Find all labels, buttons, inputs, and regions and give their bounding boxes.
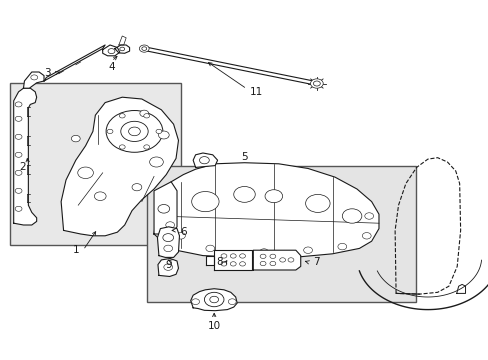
Circle shape [71,135,80,142]
Circle shape [143,145,149,149]
Circle shape [165,222,174,228]
Circle shape [269,261,275,266]
Circle shape [15,152,22,157]
Circle shape [120,47,124,51]
Circle shape [176,233,185,239]
Circle shape [15,206,22,211]
Circle shape [342,209,361,223]
Circle shape [15,170,22,175]
Circle shape [121,121,148,141]
Polygon shape [190,289,237,311]
Text: 8: 8 [216,257,223,267]
Circle shape [199,157,209,164]
Circle shape [305,194,329,212]
Polygon shape [102,45,120,56]
Circle shape [15,102,22,107]
Circle shape [15,134,22,139]
Polygon shape [14,88,37,225]
Text: 11: 11 [249,87,263,97]
Circle shape [78,167,93,179]
Circle shape [106,111,163,152]
Circle shape [239,262,245,266]
Text: 6: 6 [180,227,186,237]
Circle shape [264,190,282,203]
Text: 5: 5 [241,152,247,162]
Circle shape [149,157,163,167]
Polygon shape [456,284,465,293]
Text: 9: 9 [165,260,172,270]
Polygon shape [119,36,126,45]
Circle shape [269,254,275,258]
Polygon shape [154,182,177,234]
Bar [146,166,415,302]
Circle shape [279,258,285,262]
Circle shape [94,192,106,201]
Circle shape [191,299,199,305]
Circle shape [260,254,265,258]
Circle shape [230,262,236,266]
Polygon shape [157,227,179,257]
Polygon shape [193,153,217,167]
Text: 1: 1 [72,245,79,255]
Circle shape [143,114,149,118]
Circle shape [209,296,218,303]
Polygon shape [61,97,178,236]
Polygon shape [206,256,214,265]
Circle shape [310,79,323,88]
Circle shape [31,75,38,80]
Polygon shape [253,250,300,270]
Circle shape [233,186,255,202]
Circle shape [158,204,169,213]
Circle shape [260,261,265,266]
Circle shape [163,245,172,252]
Circle shape [163,234,173,242]
Polygon shape [154,163,378,257]
Text: 7: 7 [313,257,320,267]
Circle shape [140,110,148,117]
Polygon shape [158,258,178,276]
Polygon shape [214,250,251,270]
Bar [10,83,181,245]
Circle shape [205,245,214,252]
Text: 4: 4 [108,62,115,72]
Circle shape [191,192,219,212]
Circle shape [313,81,320,86]
Circle shape [107,129,113,134]
Circle shape [259,249,268,255]
Circle shape [239,254,245,258]
Circle shape [362,233,370,239]
Circle shape [221,262,226,266]
Circle shape [139,45,149,52]
Circle shape [287,258,293,262]
Circle shape [228,299,236,305]
Text: 10: 10 [207,321,220,331]
Circle shape [303,247,312,253]
Circle shape [15,188,22,193]
Circle shape [108,49,115,54]
Circle shape [156,129,162,134]
Polygon shape [44,45,105,81]
Circle shape [128,127,140,136]
Polygon shape [115,45,129,53]
Circle shape [119,114,125,118]
Circle shape [142,47,146,50]
Circle shape [230,254,236,258]
Circle shape [132,184,142,191]
Circle shape [163,264,172,270]
Text: 3: 3 [44,68,51,78]
Circle shape [364,213,373,219]
Circle shape [119,145,125,149]
Circle shape [337,243,346,250]
Circle shape [221,254,226,258]
Circle shape [15,116,22,121]
Circle shape [204,292,224,307]
Text: 2: 2 [20,162,26,172]
Polygon shape [23,72,44,88]
Circle shape [158,131,169,139]
